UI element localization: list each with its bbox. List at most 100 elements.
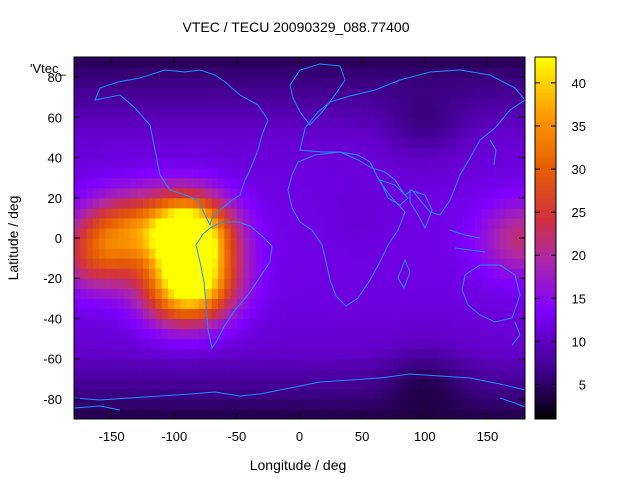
heatmap-cell xyxy=(255,177,263,189)
heatmap-cell xyxy=(474,57,482,68)
heatmap-cell xyxy=(437,318,445,330)
heatmap-cell xyxy=(161,157,169,169)
heatmap-cell xyxy=(318,187,326,199)
heatmap-cell xyxy=(418,67,426,78)
heatmap-cell xyxy=(474,378,482,390)
heatmap-cell xyxy=(512,57,520,68)
heatmap-cell xyxy=(142,177,150,189)
heatmap-cell xyxy=(205,77,213,88)
heatmap-cell xyxy=(431,348,438,360)
heatmap-cell xyxy=(412,288,420,299)
heatmap-cell xyxy=(167,378,175,390)
heatmap-cell xyxy=(92,318,100,330)
heatmap-cell xyxy=(224,147,232,159)
heatmap-cell xyxy=(174,298,182,309)
heatmap-cell xyxy=(299,217,307,229)
heatmap-cell xyxy=(499,167,507,179)
heatmap-cell xyxy=(161,187,169,199)
heatmap-cell xyxy=(174,117,182,128)
heatmap-cell xyxy=(437,147,445,159)
heatmap-cell xyxy=(274,187,282,199)
heatmap-cell xyxy=(224,278,232,289)
heatmap-cell xyxy=(299,238,307,249)
heatmap-cell xyxy=(418,187,426,199)
heatmap-cell xyxy=(499,338,507,350)
heatmap-cell xyxy=(456,157,463,169)
heatmap-cell xyxy=(393,268,401,279)
heatmap-cell xyxy=(124,248,131,259)
heatmap-cell xyxy=(324,408,332,419)
heatmap-cell xyxy=(368,167,376,179)
heatmap-cell xyxy=(80,157,88,169)
heatmap-cell xyxy=(149,107,157,118)
heatmap-cell xyxy=(268,167,276,179)
heatmap-cell xyxy=(124,298,131,309)
heatmap-cell xyxy=(105,288,113,299)
heatmap-cell xyxy=(506,227,514,239)
heatmap-cell xyxy=(355,217,363,229)
heatmap-cell xyxy=(355,97,363,108)
heatmap-cell xyxy=(142,197,150,209)
heatmap-cell xyxy=(180,258,188,269)
heatmap-cell xyxy=(418,258,426,269)
heatmap-cell xyxy=(518,288,525,299)
heatmap-cell xyxy=(487,318,495,330)
heatmap-cell xyxy=(449,177,457,189)
heatmap-cell xyxy=(230,388,238,400)
heatmap-cell xyxy=(136,238,144,249)
heatmap-cell xyxy=(193,268,200,279)
heatmap-cell xyxy=(199,87,207,98)
heatmap-cell xyxy=(261,227,269,239)
heatmap-cell xyxy=(149,328,157,340)
heatmap-cell xyxy=(330,328,338,340)
heatmap-cell xyxy=(387,358,395,370)
heatmap-cell xyxy=(399,348,407,360)
heatmap-cell xyxy=(499,258,507,269)
heatmap-cell xyxy=(124,167,131,179)
heatmap-cell xyxy=(499,248,507,259)
heatmap-cell xyxy=(86,378,94,390)
heatmap-cell xyxy=(330,57,338,68)
heatmap-cell xyxy=(399,408,407,419)
heatmap-cell xyxy=(324,77,332,88)
heatmap-cell xyxy=(99,57,106,68)
heatmap-cell xyxy=(236,378,244,390)
heatmap-cell xyxy=(199,107,207,118)
heatmap-cell xyxy=(236,318,244,330)
heatmap-cell xyxy=(218,137,225,149)
heatmap-cell xyxy=(99,77,106,88)
heatmap-cell xyxy=(387,348,395,360)
heatmap-cell xyxy=(167,358,175,370)
heatmap-cell xyxy=(86,227,94,239)
heatmap-cell xyxy=(493,77,501,88)
heatmap-cell xyxy=(261,258,269,269)
heatmap-cell xyxy=(249,248,257,259)
heatmap-cell xyxy=(99,258,106,269)
heatmap-cell xyxy=(236,328,244,340)
heatmap-cell xyxy=(255,298,263,309)
heatmap-cell xyxy=(456,328,463,340)
heatmap-cell xyxy=(243,77,250,88)
x-tick-label: 50 xyxy=(355,429,369,444)
heatmap-cell xyxy=(218,147,225,159)
heatmap-cell xyxy=(99,238,106,249)
heatmap-cell xyxy=(493,57,501,68)
heatmap-cell xyxy=(161,238,169,249)
y-tick-label: 80 xyxy=(48,70,62,85)
heatmap-cell xyxy=(337,408,344,419)
heatmap-cell xyxy=(468,157,476,169)
heatmap-cell xyxy=(211,398,219,410)
heatmap-cell xyxy=(136,268,144,279)
heatmap-cell xyxy=(218,87,225,98)
heatmap-cell xyxy=(274,97,282,108)
heatmap-cell xyxy=(468,127,476,139)
heatmap-cell xyxy=(481,298,489,309)
heatmap-cell xyxy=(362,238,370,249)
heatmap-cell xyxy=(330,348,338,360)
heatmap-cell xyxy=(99,97,106,108)
heatmap-cell xyxy=(149,217,157,229)
heatmap-cell xyxy=(462,388,470,400)
heatmap-cell xyxy=(362,388,370,400)
heatmap-cell xyxy=(193,308,200,320)
heatmap-cell xyxy=(86,328,94,340)
